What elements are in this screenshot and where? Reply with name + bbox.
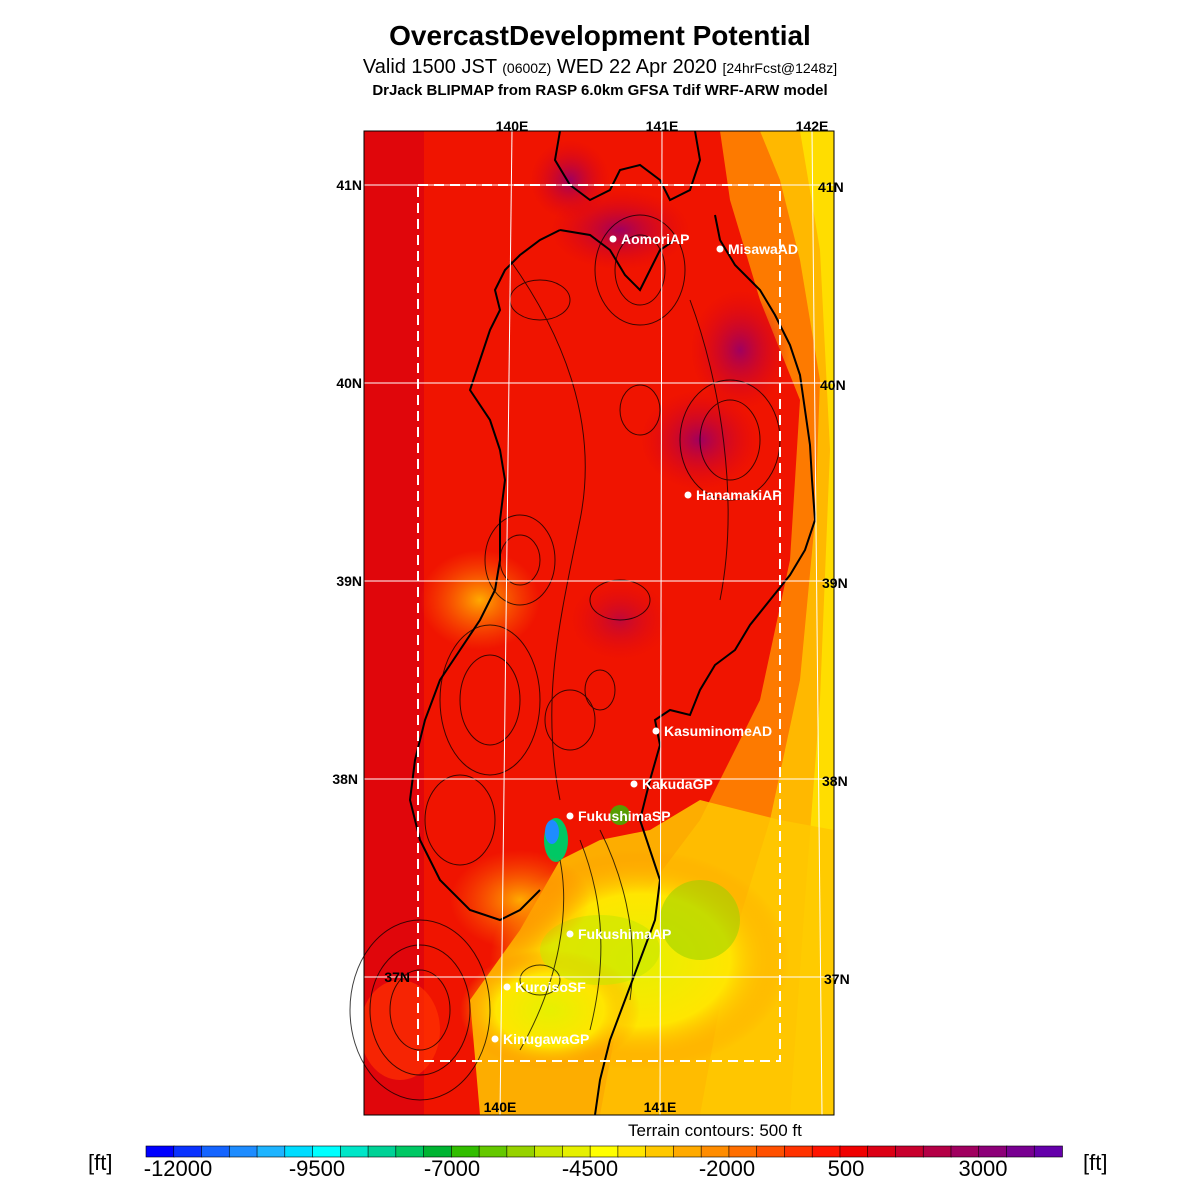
colorbar-tick-label: -9500	[288, 1156, 346, 1181]
colorbar-tick-label: -2000	[698, 1156, 756, 1181]
colorbar-tick-label: -7000	[423, 1156, 481, 1181]
colorbar-swatch	[645, 1145, 675, 1158]
svg-text:KakudaGP: KakudaGP	[642, 776, 713, 792]
colorbar-unit-right: [ft]	[1083, 1150, 1108, 1175]
svg-text:KinugawaGP: KinugawaGP	[503, 1031, 589, 1047]
colorbar	[145, 1145, 1063, 1158]
svg-text:HanamakiAP: HanamakiAP	[696, 487, 782, 503]
lon-label-top-141e: 141E	[646, 118, 679, 134]
inner-domain-box	[417, 184, 781, 1062]
model-line: DrJack BLIPMAP from RASP 6.0km GFSA Tdif…	[372, 82, 828, 99]
colorbar-swatch	[367, 1145, 397, 1158]
valid-prefix: Valid 1500 JST	[362, 56, 497, 78]
lat-label-left-38n: 38N	[332, 771, 358, 787]
station-fukushimasp: FukushimaSP	[566, 808, 671, 824]
station-hanamakiap: HanamakiAP	[684, 487, 782, 503]
svg-text:FukushimaAP: FukushimaAP	[578, 926, 671, 942]
lon-label-top-140e: 140E	[496, 118, 529, 134]
station-aomoriap: AomoriAP	[609, 231, 689, 247]
lat-label-left-39n: 39N	[336, 573, 362, 589]
colorbar-tick-label: 500	[827, 1156, 865, 1181]
station-kinugawagp: KinugawaGP	[491, 1031, 589, 1047]
colorbar-swatch	[673, 1145, 702, 1158]
colorbar-unit-left: [ft]	[88, 1150, 113, 1175]
colorbar-tick-label: -4500	[561, 1156, 619, 1181]
colorbar-tick-label: 3000	[958, 1156, 1008, 1181]
station-kuroisosf: KuroisoSF	[503, 979, 586, 995]
colorbar-swatch	[895, 1145, 925, 1158]
lat-label-left-41n: 41N	[336, 177, 362, 193]
forecast-info: [24hrFcst@1248z]	[722, 60, 838, 76]
colorbar-swatch	[756, 1145, 786, 1158]
lat-label-right-40n: 40N	[820, 377, 846, 393]
colorbar-swatch	[256, 1145, 286, 1158]
colorbar-swatch	[1033, 1145, 1063, 1158]
lon-label-top-142e: 142E	[796, 118, 829, 134]
svg-text:MisawaAD: MisawaAD	[728, 241, 798, 257]
lon-label-bottom-141e: 141E	[644, 1099, 677, 1115]
lat-label-right-39n: 39N	[822, 575, 848, 591]
station-kasuminomead: KasuminomeAD	[652, 723, 772, 739]
svg-text:AomoriAP: AomoriAP	[621, 231, 689, 247]
valid-time-line: Valid 1500 JST (0600Z) WED 22 Apr 2020 […	[0, 56, 1200, 79]
lat-label-left-40n: 40N	[336, 375, 362, 391]
svg-text:FukushimaSP: FukushimaSP	[578, 808, 671, 824]
lat-label-right-37n: 37N	[824, 971, 850, 987]
station-misawaad: MisawaAD	[716, 241, 798, 257]
field-shading	[364, 131, 834, 1115]
colorbar-swatch	[1006, 1145, 1036, 1158]
lat-label-left-37n: 37N	[384, 969, 410, 985]
colorbar-swatch	[784, 1145, 813, 1158]
valid-zulu: (0600Z)	[502, 60, 552, 76]
colorbar-swatch	[534, 1145, 564, 1158]
map-title: OvercastDevelopment Potential	[389, 20, 811, 51]
valid-date: WED 22 Apr 2020	[556, 56, 717, 78]
svg-text:KuroisoSF: KuroisoSF	[515, 979, 586, 995]
map-border	[363, 130, 835, 1116]
station-kakudagp: KakudaGP	[630, 776, 713, 792]
lon-label-bottom-140e: 140E	[484, 1099, 517, 1115]
colorbar-swatch	[867, 1145, 897, 1158]
svg-text:KasuminomeAD: KasuminomeAD	[664, 723, 772, 739]
lat-label-right-41n: 41N	[818, 179, 844, 195]
colorbar-swatch	[617, 1145, 647, 1158]
terrain-contour-note: Terrain contours: 500 ft	[628, 1121, 802, 1140]
colorbar-swatch	[922, 1145, 952, 1158]
lat-label-right-38n: 38N	[822, 773, 848, 789]
lat-lon-grid	[364, 130, 834, 1116]
colorbar-swatch	[395, 1145, 425, 1158]
colorbar-tick-label: -12000	[143, 1156, 213, 1181]
station-fukushimaap: FukushimaAP	[566, 926, 671, 942]
colorbar-swatch	[228, 1145, 258, 1158]
colorbar-swatch	[506, 1145, 536, 1158]
colorbar-swatch	[478, 1145, 508, 1158]
